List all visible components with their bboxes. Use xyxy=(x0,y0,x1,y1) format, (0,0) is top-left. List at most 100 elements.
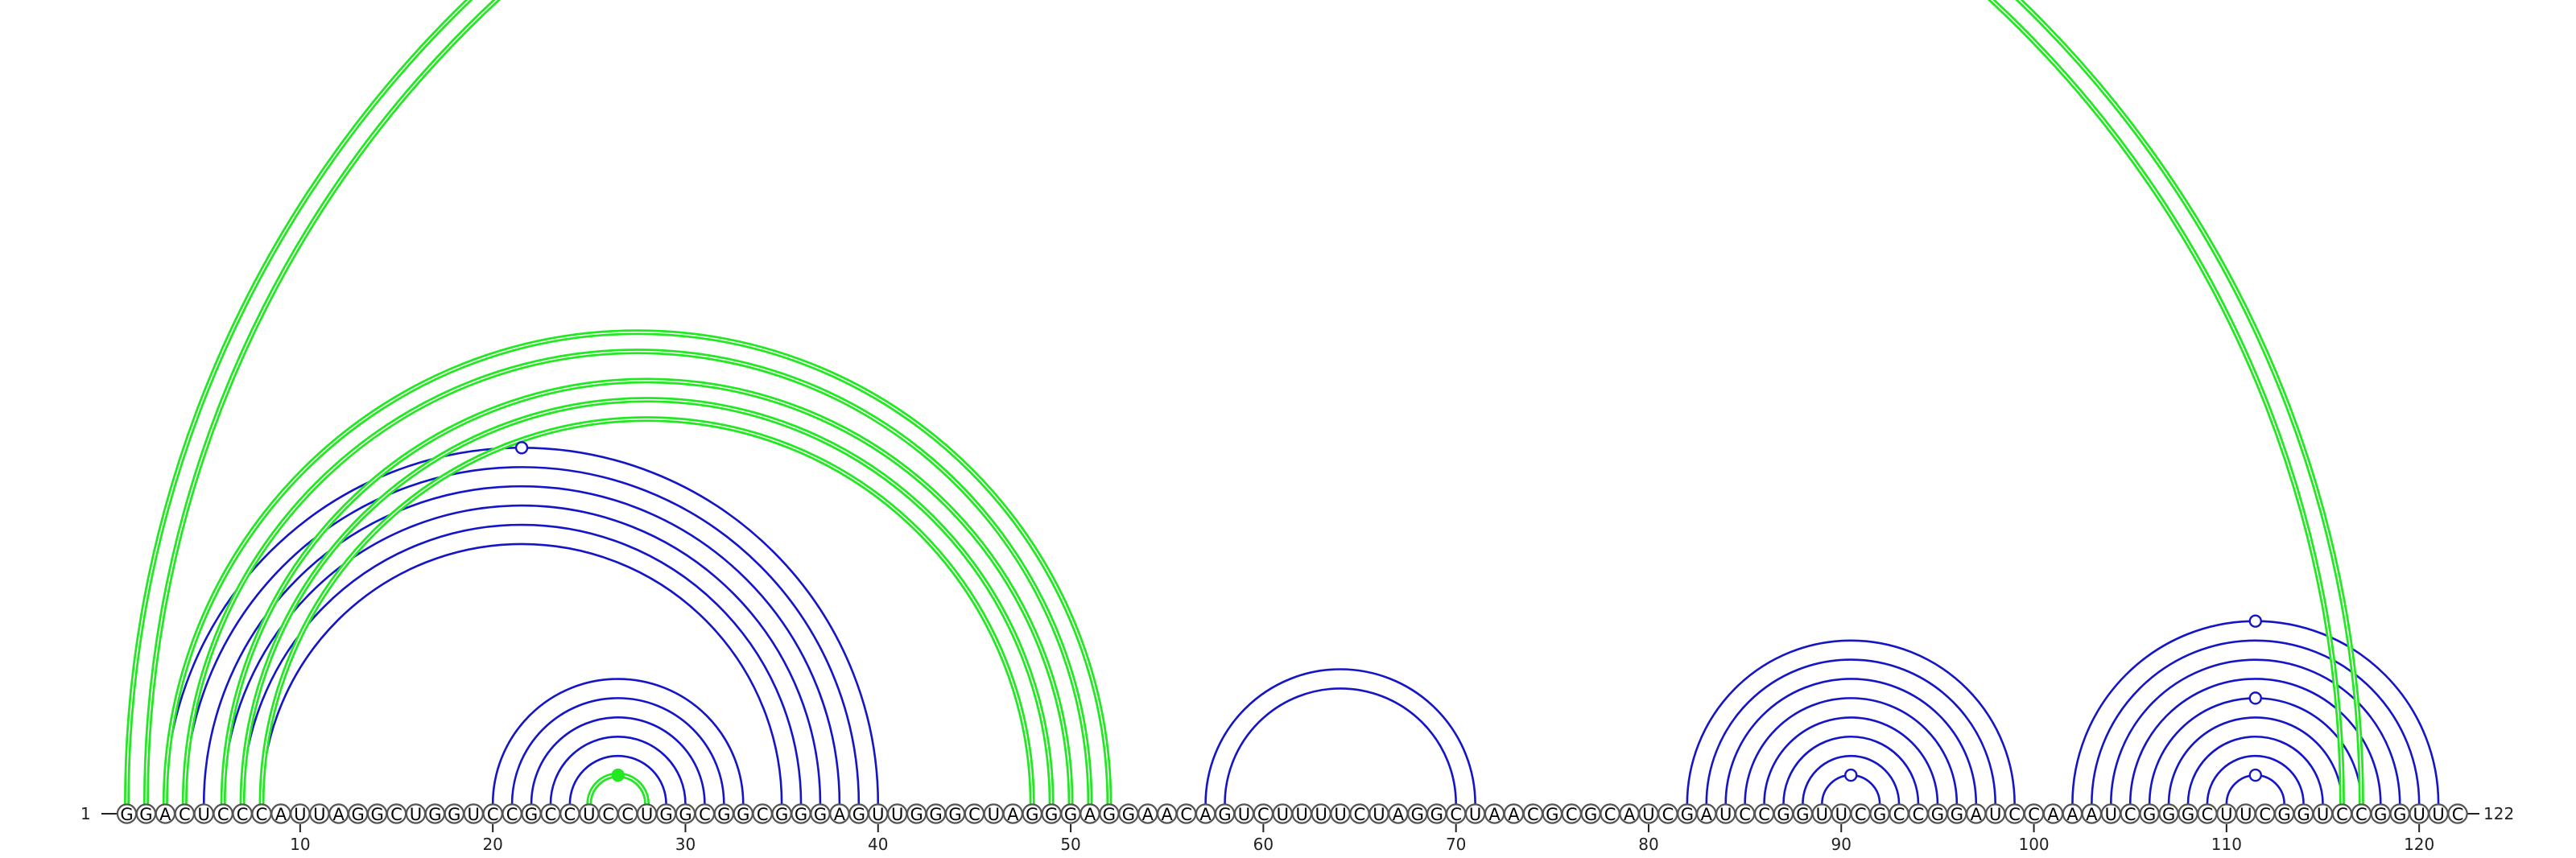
tick-label-120: 120 xyxy=(2404,835,2434,854)
blue-arc-87-94 xyxy=(1782,736,1920,805)
svg-text:U: U xyxy=(988,805,1000,824)
nucleotide-52: G xyxy=(1099,803,1120,824)
nucleotide-25: U xyxy=(579,803,600,824)
nucleotide-100: C xyxy=(2023,803,2045,824)
nucleotide-49: G xyxy=(1041,803,1062,824)
nucleotide-77: G xyxy=(1580,803,1601,824)
svg-text:G: G xyxy=(1546,805,1558,824)
pair-marker-4 xyxy=(2248,614,2262,628)
nucleotide-35: G xyxy=(771,803,792,824)
tick-label-110: 110 xyxy=(2211,835,2242,854)
nucleotide-46: U xyxy=(983,803,1005,824)
nucleotide-102: A xyxy=(2062,803,2083,824)
nucleotide-11: U xyxy=(309,803,330,824)
nucleotide-51: A xyxy=(1080,803,1100,824)
svg-text:C: C xyxy=(487,805,499,824)
nucleotide-75: G xyxy=(1542,803,1563,824)
nucleotide-94: C xyxy=(1908,803,1929,824)
svg-text:G: G xyxy=(2374,805,2387,824)
svg-text:A: A xyxy=(1007,805,1019,824)
nucleotide-79: A xyxy=(1619,803,1640,824)
svg-text:G: G xyxy=(1218,805,1231,824)
svg-text:U: U xyxy=(1469,805,1481,824)
nucleotide-101: A xyxy=(2042,803,2064,824)
nucleotide-16: U xyxy=(405,803,427,824)
svg-text:U: U xyxy=(2220,805,2232,824)
nucleotide-82: G xyxy=(1677,803,1698,824)
svg-text:G: G xyxy=(717,805,730,824)
svg-text:G: G xyxy=(1122,805,1135,824)
blue-arc-20-33 xyxy=(491,678,745,805)
svg-text:A: A xyxy=(1624,805,1636,824)
nucleotide-85: C xyxy=(1734,803,1756,824)
nucleotide-29: G xyxy=(655,803,677,824)
nucleotide-41: U xyxy=(886,803,908,824)
blue-arc-84-97 xyxy=(1724,678,1978,805)
nucleotide-60: C xyxy=(1253,803,1274,824)
svg-text:U: U xyxy=(1373,805,1385,824)
svg-text:C: C xyxy=(179,805,191,824)
nucleotide-20: C xyxy=(482,803,503,824)
svg-text:G: G xyxy=(2393,805,2406,824)
svg-text:U: U xyxy=(313,805,325,824)
svg-text:C: C xyxy=(564,805,576,824)
nucleotide-10: U xyxy=(290,803,311,824)
svg-text:U: U xyxy=(294,805,306,824)
svg-text:U: U xyxy=(1816,805,1828,824)
svg-text:A: A xyxy=(1199,805,1212,824)
nucleotide-87: G xyxy=(1773,803,1794,824)
nucleotide-89: U xyxy=(1811,803,1833,824)
nucleotide-98: U xyxy=(1985,803,2006,824)
blue-arc-109-114 xyxy=(2206,754,2305,805)
svg-text:A: A xyxy=(2047,805,2059,824)
nucleotide-108: G xyxy=(2178,803,2198,824)
nucleotide-8: C xyxy=(251,803,272,824)
svg-text:G: G xyxy=(2143,805,2156,824)
blue-arc-57-71 xyxy=(1204,668,1476,805)
nucleotide-47: A xyxy=(1002,803,1023,824)
blue-arc-22-31 xyxy=(530,716,706,805)
svg-text:G: G xyxy=(1951,805,1963,824)
nucleotide-99: C xyxy=(2004,803,2025,824)
svg-text:G: G xyxy=(1873,805,1886,824)
blue-arc-105-118 xyxy=(2128,678,2382,805)
svg-text:G: G xyxy=(2278,805,2291,824)
pair-marker-6 xyxy=(2248,768,2262,782)
svg-text:U: U xyxy=(1315,805,1327,824)
nucleotide-72: A xyxy=(1484,803,1505,824)
svg-text:U: U xyxy=(583,805,595,824)
nucleotide-83: A xyxy=(1696,803,1717,824)
svg-text:U: U xyxy=(2105,805,2117,824)
nucleotide-66: U xyxy=(1368,803,1389,824)
sequence-end-label: 122 xyxy=(2483,804,2514,823)
pair-marker-3 xyxy=(1844,768,1858,782)
nucleotide-27: C xyxy=(617,803,638,824)
svg-text:C: C xyxy=(2355,805,2368,824)
blue-arc-107-116 xyxy=(2167,716,2343,805)
blue-arc-6-37 xyxy=(221,504,822,805)
nucleotide-4: C xyxy=(174,803,195,824)
nucleotide-122: C xyxy=(2447,803,2468,824)
nucleotide-65: C xyxy=(1349,803,1370,824)
nucleotide-57: A xyxy=(1195,803,1216,824)
svg-text:A: A xyxy=(1971,805,1983,824)
svg-text:A: A xyxy=(1142,805,1154,824)
nucleotide-13: G xyxy=(347,803,369,824)
svg-text:A: A xyxy=(2086,805,2098,824)
svg-text:C: C xyxy=(2028,805,2040,824)
svg-text:C: C xyxy=(2452,805,2464,824)
nucleotide-56: C xyxy=(1175,803,1197,824)
svg-text:U: U xyxy=(891,805,903,824)
nucleotide-69: G xyxy=(1426,803,1447,824)
sequence-start-label: 1 xyxy=(80,804,91,823)
blue-arc-104-119 xyxy=(2109,658,2401,805)
nucleotide-23: C xyxy=(540,803,561,824)
blue-arc-86-95 xyxy=(1763,716,1939,805)
nucleotide-45: C xyxy=(964,803,985,824)
svg-text:G: G xyxy=(1064,805,1077,824)
svg-text:U: U xyxy=(1835,805,1847,824)
svg-text:U: U xyxy=(2413,805,2425,824)
tick-label-30: 30 xyxy=(675,835,696,854)
svg-text:A: A xyxy=(834,805,846,824)
